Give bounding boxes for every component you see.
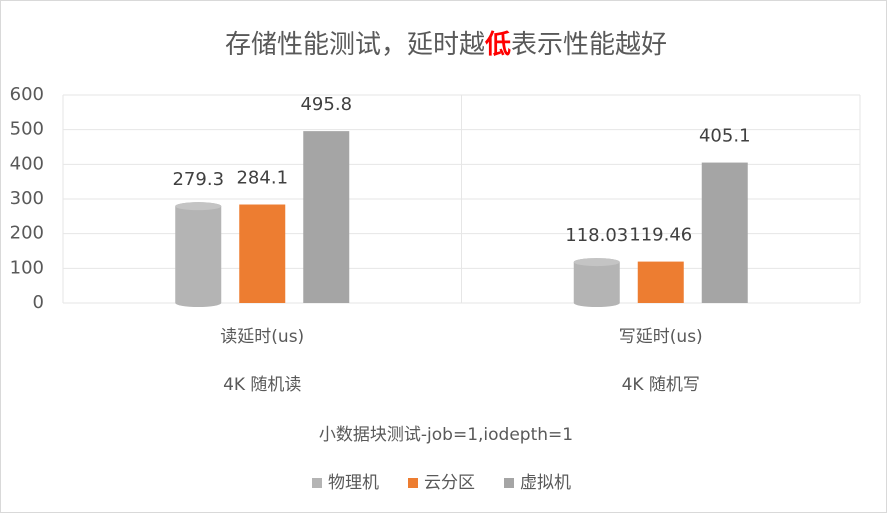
- y-tick-label: 500: [10, 119, 44, 140]
- legend-label: 物理机: [328, 473, 379, 493]
- x-axis-title: 小数据块测试-job=1,iodepth=1: [319, 425, 573, 445]
- bar: [573, 258, 620, 307]
- legend-swatch: [312, 478, 322, 488]
- title-part: 表示性能越好: [511, 30, 667, 60]
- group-label: 4K 随机读: [223, 375, 301, 395]
- bar: [303, 131, 350, 303]
- y-tick-label: 0: [33, 292, 44, 313]
- legend-swatch: [504, 478, 514, 488]
- y-tick-label: 300: [10, 188, 44, 209]
- chart-title: 存储性能测试，延时越低表示性能越好: [225, 30, 667, 60]
- title-part: 低: [484, 30, 511, 60]
- data-label: 119.46: [629, 225, 692, 246]
- bar: [637, 261, 684, 303]
- y-tick-label: 200: [10, 223, 44, 244]
- legend-label: 云分区: [424, 473, 475, 493]
- data-label: 284.1: [236, 168, 288, 189]
- legend-swatch: [408, 478, 418, 488]
- data-label: 279.3: [172, 169, 224, 190]
- x-tick-label: 写延时(us): [619, 327, 703, 347]
- y-tick-label: 600: [10, 84, 44, 105]
- group-label: 4K 随机写: [622, 375, 700, 395]
- bar: [239, 204, 286, 303]
- title-part: 存储性能测试，延时越: [225, 30, 485, 60]
- bar-top: [175, 202, 222, 211]
- data-label: 495.8: [300, 94, 352, 115]
- legend-label: 虚拟机: [520, 473, 571, 493]
- bar-top: [573, 258, 620, 267]
- data-label: 405.1: [699, 126, 751, 147]
- y-tick-label: 100: [10, 257, 44, 278]
- y-tick-label: 400: [10, 153, 44, 174]
- x-tick-label: 读延时(us): [220, 327, 304, 347]
- bar: [701, 162, 748, 303]
- data-label: 118.03: [565, 225, 628, 246]
- bar: [175, 202, 222, 307]
